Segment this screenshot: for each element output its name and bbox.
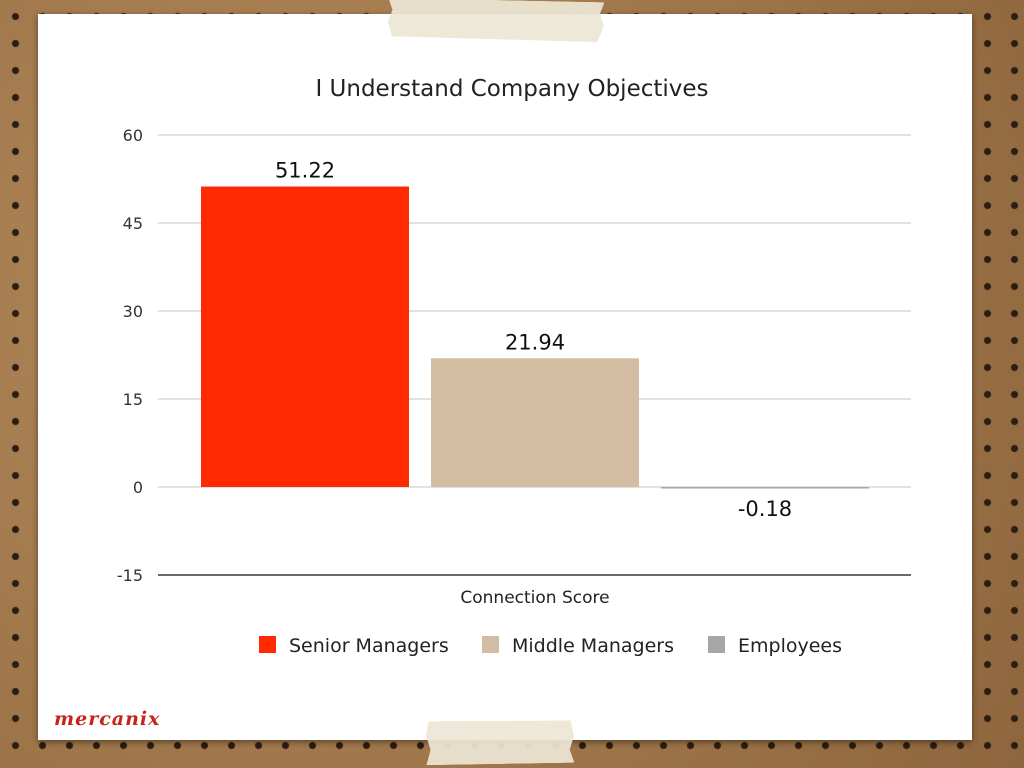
y-tick-label: 15 — [123, 390, 143, 409]
data-label: -0.18 — [738, 497, 792, 521]
bar-senior-managers — [201, 186, 409, 487]
legend-swatch — [259, 636, 276, 653]
y-tick-label: 45 — [123, 214, 143, 233]
bar-middle-managers — [431, 358, 639, 487]
mercanix-logo: mercanix — [54, 708, 161, 730]
data-label: 51.22 — [275, 159, 335, 183]
legend: Senior Managers Middle Managers Employees — [259, 635, 842, 657]
x-axis-label: Connection Score — [460, 588, 609, 608]
legend-label: Employees — [738, 635, 842, 657]
y-tick-label: 60 — [123, 126, 143, 145]
y-tick-label: -15 — [117, 566, 143, 585]
legend-label: Senior Managers — [289, 635, 449, 657]
y-tick-label: 0 — [133, 478, 143, 497]
legend-label: Middle Managers — [512, 635, 674, 657]
chart-title: I Understand Company Objectives — [315, 76, 708, 102]
y-tick-label: 30 — [123, 302, 143, 321]
data-labels: 51.22 21.94 -0.18 — [273, 157, 793, 522]
bars — [201, 186, 869, 489]
legend-swatch — [708, 636, 725, 653]
legend-swatch — [482, 636, 499, 653]
data-label: 21.94 — [505, 330, 565, 354]
y-axis-ticks: 60 45 30 15 0 -15 — [117, 126, 143, 585]
bar-employees — [661, 487, 869, 489]
